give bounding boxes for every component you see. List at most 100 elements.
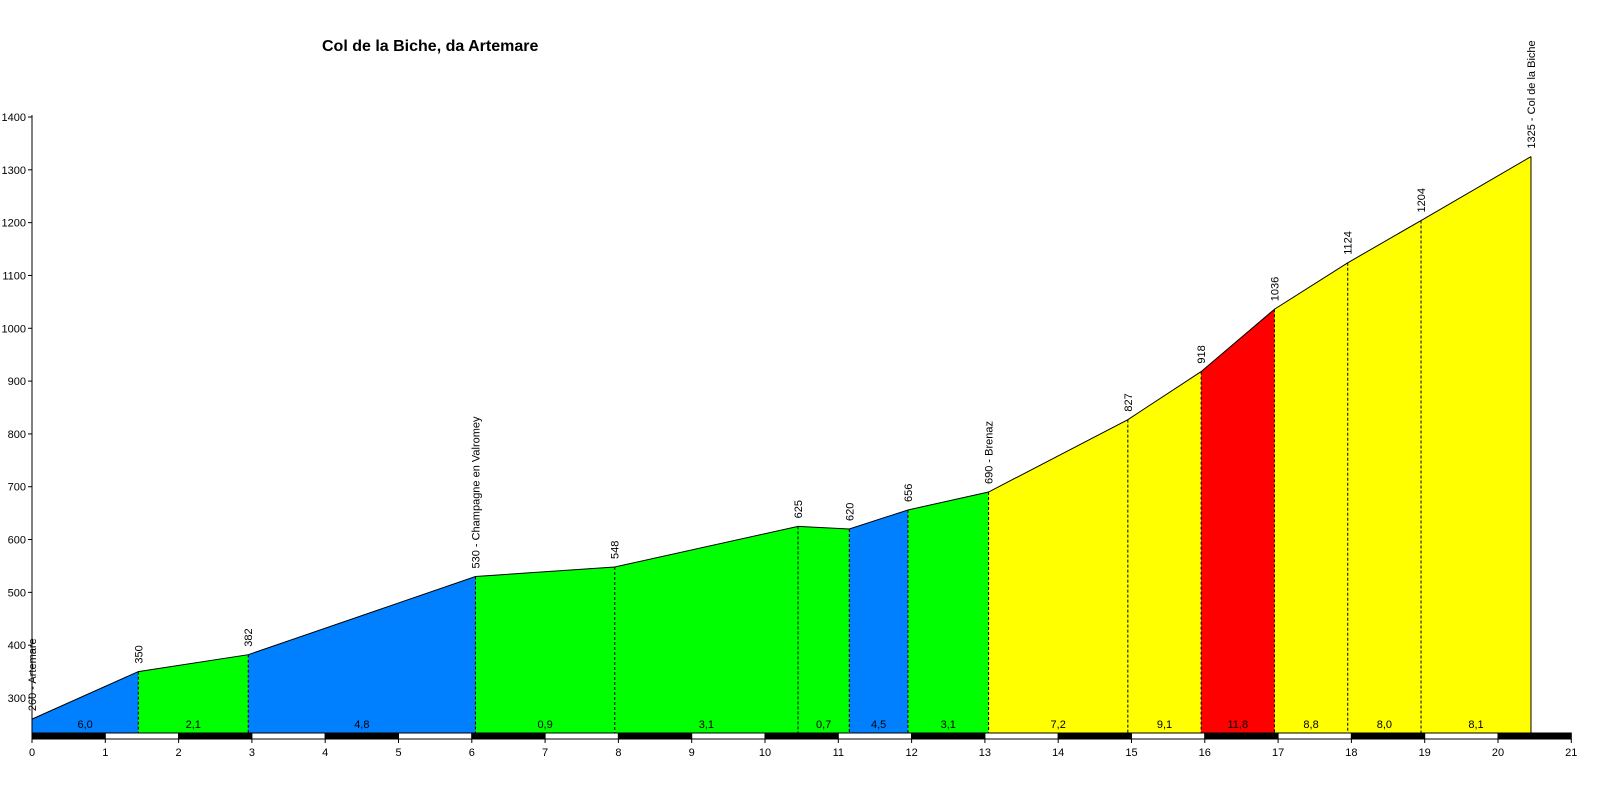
grade-label: 0,7 bbox=[816, 719, 831, 731]
x-tick-label: 4 bbox=[322, 747, 328, 759]
y-tick-label: 400 bbox=[8, 640, 26, 652]
segment-area bbox=[797, 526, 850, 733]
grade-label: 7,2 bbox=[1051, 719, 1066, 731]
km-bar-cell bbox=[1057, 732, 1132, 740]
point-label: 1036 bbox=[1269, 277, 1281, 301]
y-tick-label: 500 bbox=[8, 587, 26, 599]
km-bar-cell bbox=[984, 732, 1059, 740]
gradient-areas bbox=[32, 156, 1531, 734]
km-bar-cell bbox=[1497, 732, 1572, 740]
km-bar-cell bbox=[1424, 732, 1499, 740]
point-label: 620 bbox=[844, 503, 856, 521]
x-tick-label: 14 bbox=[1052, 747, 1064, 759]
x-tick-label: 0 bbox=[29, 747, 35, 759]
grade-label: 4,8 bbox=[354, 719, 369, 731]
grade-label: 6,0 bbox=[77, 719, 92, 731]
x-tick-label: 10 bbox=[759, 747, 771, 759]
segment-area bbox=[988, 419, 1128, 733]
point-label: 260 - Artemare bbox=[27, 638, 39, 711]
y-tick-label: 1300 bbox=[2, 165, 26, 177]
x-tick-label: 11 bbox=[833, 747, 844, 759]
y-tick-label: 900 bbox=[8, 376, 26, 388]
x-tick-label: 18 bbox=[1345, 747, 1357, 759]
km-bar-cell bbox=[1131, 732, 1206, 740]
x-tick-label: 1 bbox=[102, 747, 108, 759]
segment-area bbox=[849, 509, 908, 733]
segment-area bbox=[907, 492, 989, 733]
km-bar-cell bbox=[1350, 732, 1426, 740]
y-tick-label: 700 bbox=[8, 482, 26, 494]
grade-label: 2,1 bbox=[186, 719, 201, 731]
point-label: 350 bbox=[133, 645, 145, 663]
x-tick-label: 12 bbox=[905, 747, 917, 759]
x-tick-label: 3 bbox=[249, 747, 255, 759]
segment-area bbox=[1274, 262, 1348, 733]
x-tick-label: 21 bbox=[1565, 747, 1577, 759]
segment-area bbox=[248, 576, 476, 733]
x-tick-label: 20 bbox=[1492, 747, 1504, 759]
km-bar-cell bbox=[471, 732, 546, 740]
segment-area bbox=[1347, 220, 1422, 734]
km-bar-cell bbox=[1204, 732, 1279, 740]
grade-labels: 6,0 2,1 4,8 0,9 3,1 0,7 4,5 3,1 7,2 9,1 11,8 8,8 8,0… bbox=[77, 719, 1483, 731]
profile-outline bbox=[31, 156, 1532, 720]
y-tick-label: 1000 bbox=[2, 323, 26, 335]
x-tick-label: 6 bbox=[469, 747, 475, 759]
km-bar-cell bbox=[178, 732, 253, 740]
x-tick-label: 19 bbox=[1419, 747, 1431, 759]
grade-label: 8,8 bbox=[1303, 719, 1318, 731]
grade-label: 3,1 bbox=[941, 719, 956, 731]
km-bar-cell bbox=[104, 732, 180, 740]
point-label: 656 bbox=[903, 484, 915, 502]
km-bar-cell bbox=[1277, 732, 1352, 740]
segment-area bbox=[1127, 371, 1202, 733]
point-label: 382 bbox=[243, 628, 255, 646]
grade-label: 9,1 bbox=[1157, 719, 1172, 731]
km-bar-cell bbox=[251, 732, 326, 740]
grade-label: 8,1 bbox=[1468, 719, 1483, 731]
point-label: 625 bbox=[793, 500, 805, 518]
km-bar-cell bbox=[398, 732, 473, 740]
segment-area bbox=[475, 567, 615, 733]
km-bar-cell bbox=[837, 732, 913, 740]
grade-label: 0,9 bbox=[537, 719, 552, 731]
x-tick-label: 9 bbox=[689, 747, 695, 759]
segment-area bbox=[32, 671, 139, 733]
grade-label: 4,5 bbox=[871, 719, 886, 731]
point-label: 918 bbox=[1196, 345, 1208, 363]
point-label: 1325 - Col de la Biche bbox=[1526, 40, 1538, 148]
grade-label: 3,1 bbox=[699, 719, 714, 731]
y-tick-label: 600 bbox=[8, 535, 26, 547]
x-tick-label: 17 bbox=[1272, 747, 1284, 759]
x-tick-label: 15 bbox=[1125, 747, 1137, 759]
segment-dividers bbox=[137, 156, 1532, 733]
km-bar-cell bbox=[324, 732, 400, 740]
km-bar-cell bbox=[911, 732, 986, 740]
km-bar-cell bbox=[764, 732, 839, 740]
km-scale-bar bbox=[31, 732, 1572, 740]
y-tick-label: 1100 bbox=[2, 270, 26, 282]
x-tick-label: 13 bbox=[979, 747, 991, 759]
grade-label: 11,8 bbox=[1227, 719, 1248, 731]
segment-area bbox=[1201, 309, 1275, 733]
km-bar-cell bbox=[617, 732, 693, 740]
y-tick-label: 1400 bbox=[2, 112, 26, 124]
y-tick-label: 300 bbox=[8, 693, 26, 705]
km-bar-cell bbox=[544, 732, 619, 740]
segment-area bbox=[614, 526, 798, 733]
point-label: 548 bbox=[610, 541, 622, 559]
grade-label: 8,0 bbox=[1377, 719, 1392, 731]
segment-area bbox=[1421, 156, 1531, 733]
x-tick-label: 2 bbox=[176, 747, 182, 759]
point-label: 1124 bbox=[1343, 231, 1355, 255]
point-label: 690 - Brenaz bbox=[984, 421, 996, 484]
y-tick-label: 1200 bbox=[2, 218, 26, 230]
km-bar-cell bbox=[31, 732, 106, 740]
point-label: 1204 bbox=[1416, 188, 1428, 212]
x-tick-label: 5 bbox=[395, 747, 401, 759]
km-bar-cell bbox=[691, 732, 766, 740]
point-label: 827 bbox=[1123, 393, 1135, 411]
point-label: 530 - Champagne en Valromey bbox=[470, 416, 482, 569]
segment-area bbox=[138, 654, 249, 733]
